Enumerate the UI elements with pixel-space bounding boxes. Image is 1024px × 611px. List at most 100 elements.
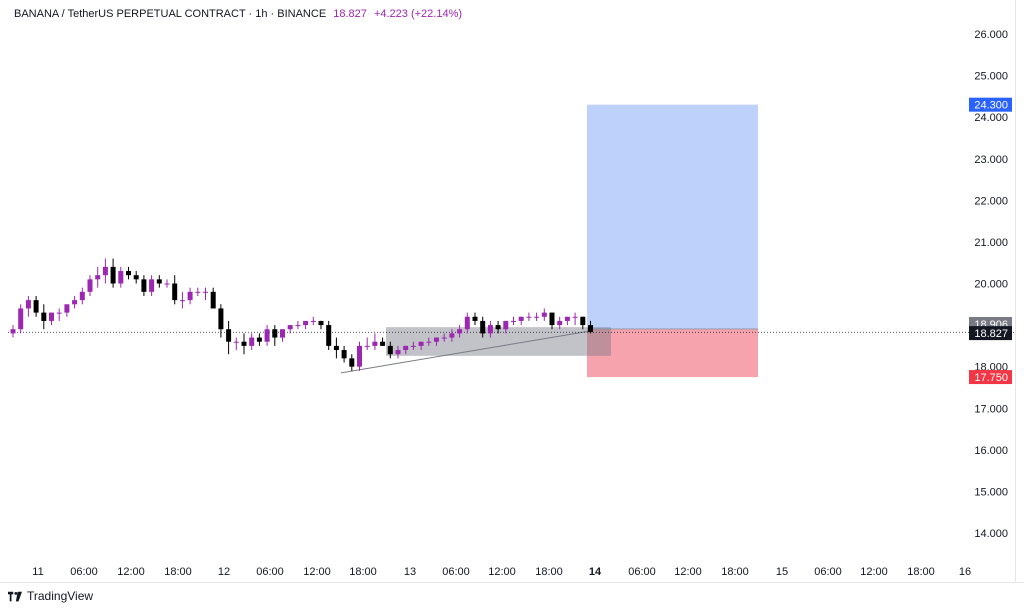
candle-body[interactable] [33,300,39,313]
candle-body[interactable] [102,266,108,276]
position-profit-zone[interactable] [587,104,758,329]
candle-body[interactable] [349,358,355,367]
time-axis-tick: 06:00 [256,566,284,578]
candle-body[interactable] [118,271,124,284]
candle-body[interactable] [541,312,547,317]
candle-body[interactable] [218,308,224,330]
tradingview-logo-icon [8,591,22,601]
candle-body[interactable] [195,291,201,293]
price-axis-tick: 23.000 [974,154,1008,166]
symbol-title[interactable]: BANANA / TetherUS PERPETUAL CONTRACT · 1… [14,8,327,20]
candle-body[interactable] [79,291,85,301]
candle-body[interactable] [364,345,370,347]
candle-body[interactable] [503,320,509,330]
candle-body[interactable] [256,337,262,342]
candle-body[interactable] [49,312,54,321]
candle-body[interactable] [487,325,493,334]
candle-body[interactable] [280,329,285,338]
tradingview-logo[interactable]: TradingView [8,589,93,603]
candle-body[interactable] [588,325,593,333]
trend-line[interactable] [340,330,589,374]
candle-body[interactable] [395,350,401,355]
candle-body[interactable] [210,291,216,309]
chart-plot[interactable]: 26.000 25.000 24.000 23.000 22.000 21.000 20.0… [0,0,1024,582]
candle-body[interactable] [318,320,324,326]
time-axis-tick: 12:00 [303,566,331,578]
candle-body[interactable] [179,300,185,302]
candle-body[interactable] [380,341,386,346]
last-price-tag[interactable] [969,326,1012,341]
candle-body[interactable] [333,345,339,351]
candle-body[interactable] [418,341,424,346]
candle-body[interactable] [249,337,255,346]
candle-body[interactable] [233,341,239,343]
candle-body[interactable] [126,271,131,276]
candle-body[interactable] [272,329,278,338]
candle-body[interactable] [264,329,270,342]
candle-body[interactable] [472,316,478,321]
candle-body[interactable] [557,320,563,326]
candle-body[interactable] [18,308,24,330]
price-axis-tick: 25.000 [974,71,1008,83]
candle-body[interactable] [72,300,78,305]
candle-body[interactable] [164,283,170,285]
candle-body[interactable] [572,316,578,318]
candle-body[interactable] [387,345,393,355]
candle-body[interactable] [149,279,155,292]
candle-body[interactable] [549,312,555,326]
candle-body[interactable] [226,329,232,342]
candle-body[interactable] [241,341,247,346]
time-axis-tick: 06:00 [628,566,656,578]
time-axis-tick: 18:00 [907,566,935,578]
candle-body[interactable] [403,345,409,351]
price-axis-tick: 26.000 [974,29,1008,41]
candle-body[interactable] [295,325,301,327]
candle-body[interactable] [203,291,208,293]
candle-body[interactable] [434,337,439,342]
price-axis-tick: 21.000 [974,237,1008,249]
chart-area[interactable] [8,0,1016,582]
candle-body[interactable] [534,316,540,318]
candle-body[interactable] [25,300,31,309]
price-axis-tick: 16.000 [974,445,1008,457]
price-change-value: +4.223 (+22.14%) [373,8,463,20]
candle-body[interactable] [110,266,116,284]
candle-body[interactable] [518,316,524,321]
candle-body[interactable] [564,316,570,321]
candle-body[interactable] [303,320,309,326]
candle-body[interactable] [56,312,62,314]
candle-body[interactable] [441,337,447,339]
candle-body[interactable] [141,279,147,292]
symbol-legend: BANANA / TetherUS PERPETUAL CONTRACT · 1… [14,8,462,20]
candle-body[interactable] [156,279,162,284]
candle-body[interactable] [426,341,432,343]
candle-body[interactable] [41,312,47,321]
candle-body[interactable] [511,320,516,322]
candle-body[interactable] [526,316,532,318]
candle-body[interactable] [172,283,178,301]
candle-body[interactable] [95,275,101,280]
candle-body[interactable] [372,341,378,346]
candle-body[interactable] [495,325,501,330]
target-price-tag[interactable] [969,97,1012,112]
candle-body[interactable] [457,329,463,334]
last-price-value: 18.827 [333,8,367,20]
candle-body[interactable] [87,279,93,292]
candle-body[interactable] [326,325,332,346]
candle-body[interactable] [287,325,293,330]
time-axis-tick: 14 [589,566,602,578]
candle-body[interactable] [449,333,455,338]
candle-body[interactable] [580,316,586,326]
candle-body[interactable] [341,350,347,359]
candle-body[interactable] [133,275,139,280]
position-loss-zone[interactable] [587,328,758,378]
candle-body[interactable] [10,329,16,334]
candle-body[interactable] [357,345,362,367]
stop-price-tag[interactable] [969,370,1012,385]
candle-body[interactable] [464,316,470,330]
candle-body[interactable] [310,320,316,322]
candle-body[interactable] [187,291,193,301]
candle-body[interactable] [64,304,70,313]
candle-body[interactable] [480,320,486,334]
candle-body[interactable] [410,345,416,347]
